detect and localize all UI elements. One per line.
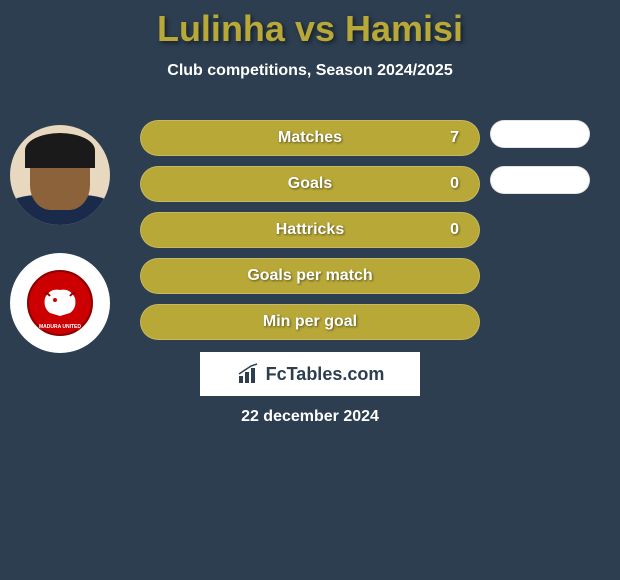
- stat-label: Matches: [278, 129, 342, 147]
- chart-icon: [236, 362, 260, 386]
- stat-value: 0: [450, 221, 459, 239]
- avatar-hair: [25, 133, 95, 168]
- stat-goals: Goals 0: [140, 166, 480, 202]
- stat-min-per-goal: Min per goal: [140, 304, 480, 340]
- pill-goals: [490, 166, 590, 194]
- stats-list: Matches 7 Goals 0 Hattricks 0 Goals per …: [140, 120, 480, 350]
- stat-goals-per-match: Goals per match: [140, 258, 480, 294]
- stat-matches: Matches 7: [140, 120, 480, 156]
- branding-banner: FcTables.com: [200, 352, 420, 396]
- player-avatars: MADURA UNITED: [10, 125, 110, 353]
- stat-label: Min per goal: [263, 313, 357, 331]
- stat-label: Goals per match: [247, 267, 372, 285]
- branding-text: FcTables.com: [266, 364, 385, 385]
- comparison-title: Lulinha vs Hamisi: [0, 0, 620, 50]
- player-avatar-1: [10, 125, 110, 225]
- stat-value: 7: [450, 129, 459, 147]
- comparison-subtitle: Club competitions, Season 2024/2025: [0, 62, 620, 80]
- team-logo: MADURA UNITED: [10, 253, 110, 353]
- pill-matches: [490, 120, 590, 148]
- stat-label: Hattricks: [276, 221, 344, 239]
- date-text: 22 december 2024: [0, 408, 620, 426]
- svg-text:MADURA UNITED: MADURA UNITED: [39, 324, 81, 330]
- stat-label: Goals: [288, 175, 332, 193]
- comparison-pills: [490, 120, 590, 212]
- stat-hattricks: Hattricks 0: [140, 212, 480, 248]
- logo-shield: MADURA UNITED: [25, 268, 95, 338]
- stat-value: 0: [450, 175, 459, 193]
